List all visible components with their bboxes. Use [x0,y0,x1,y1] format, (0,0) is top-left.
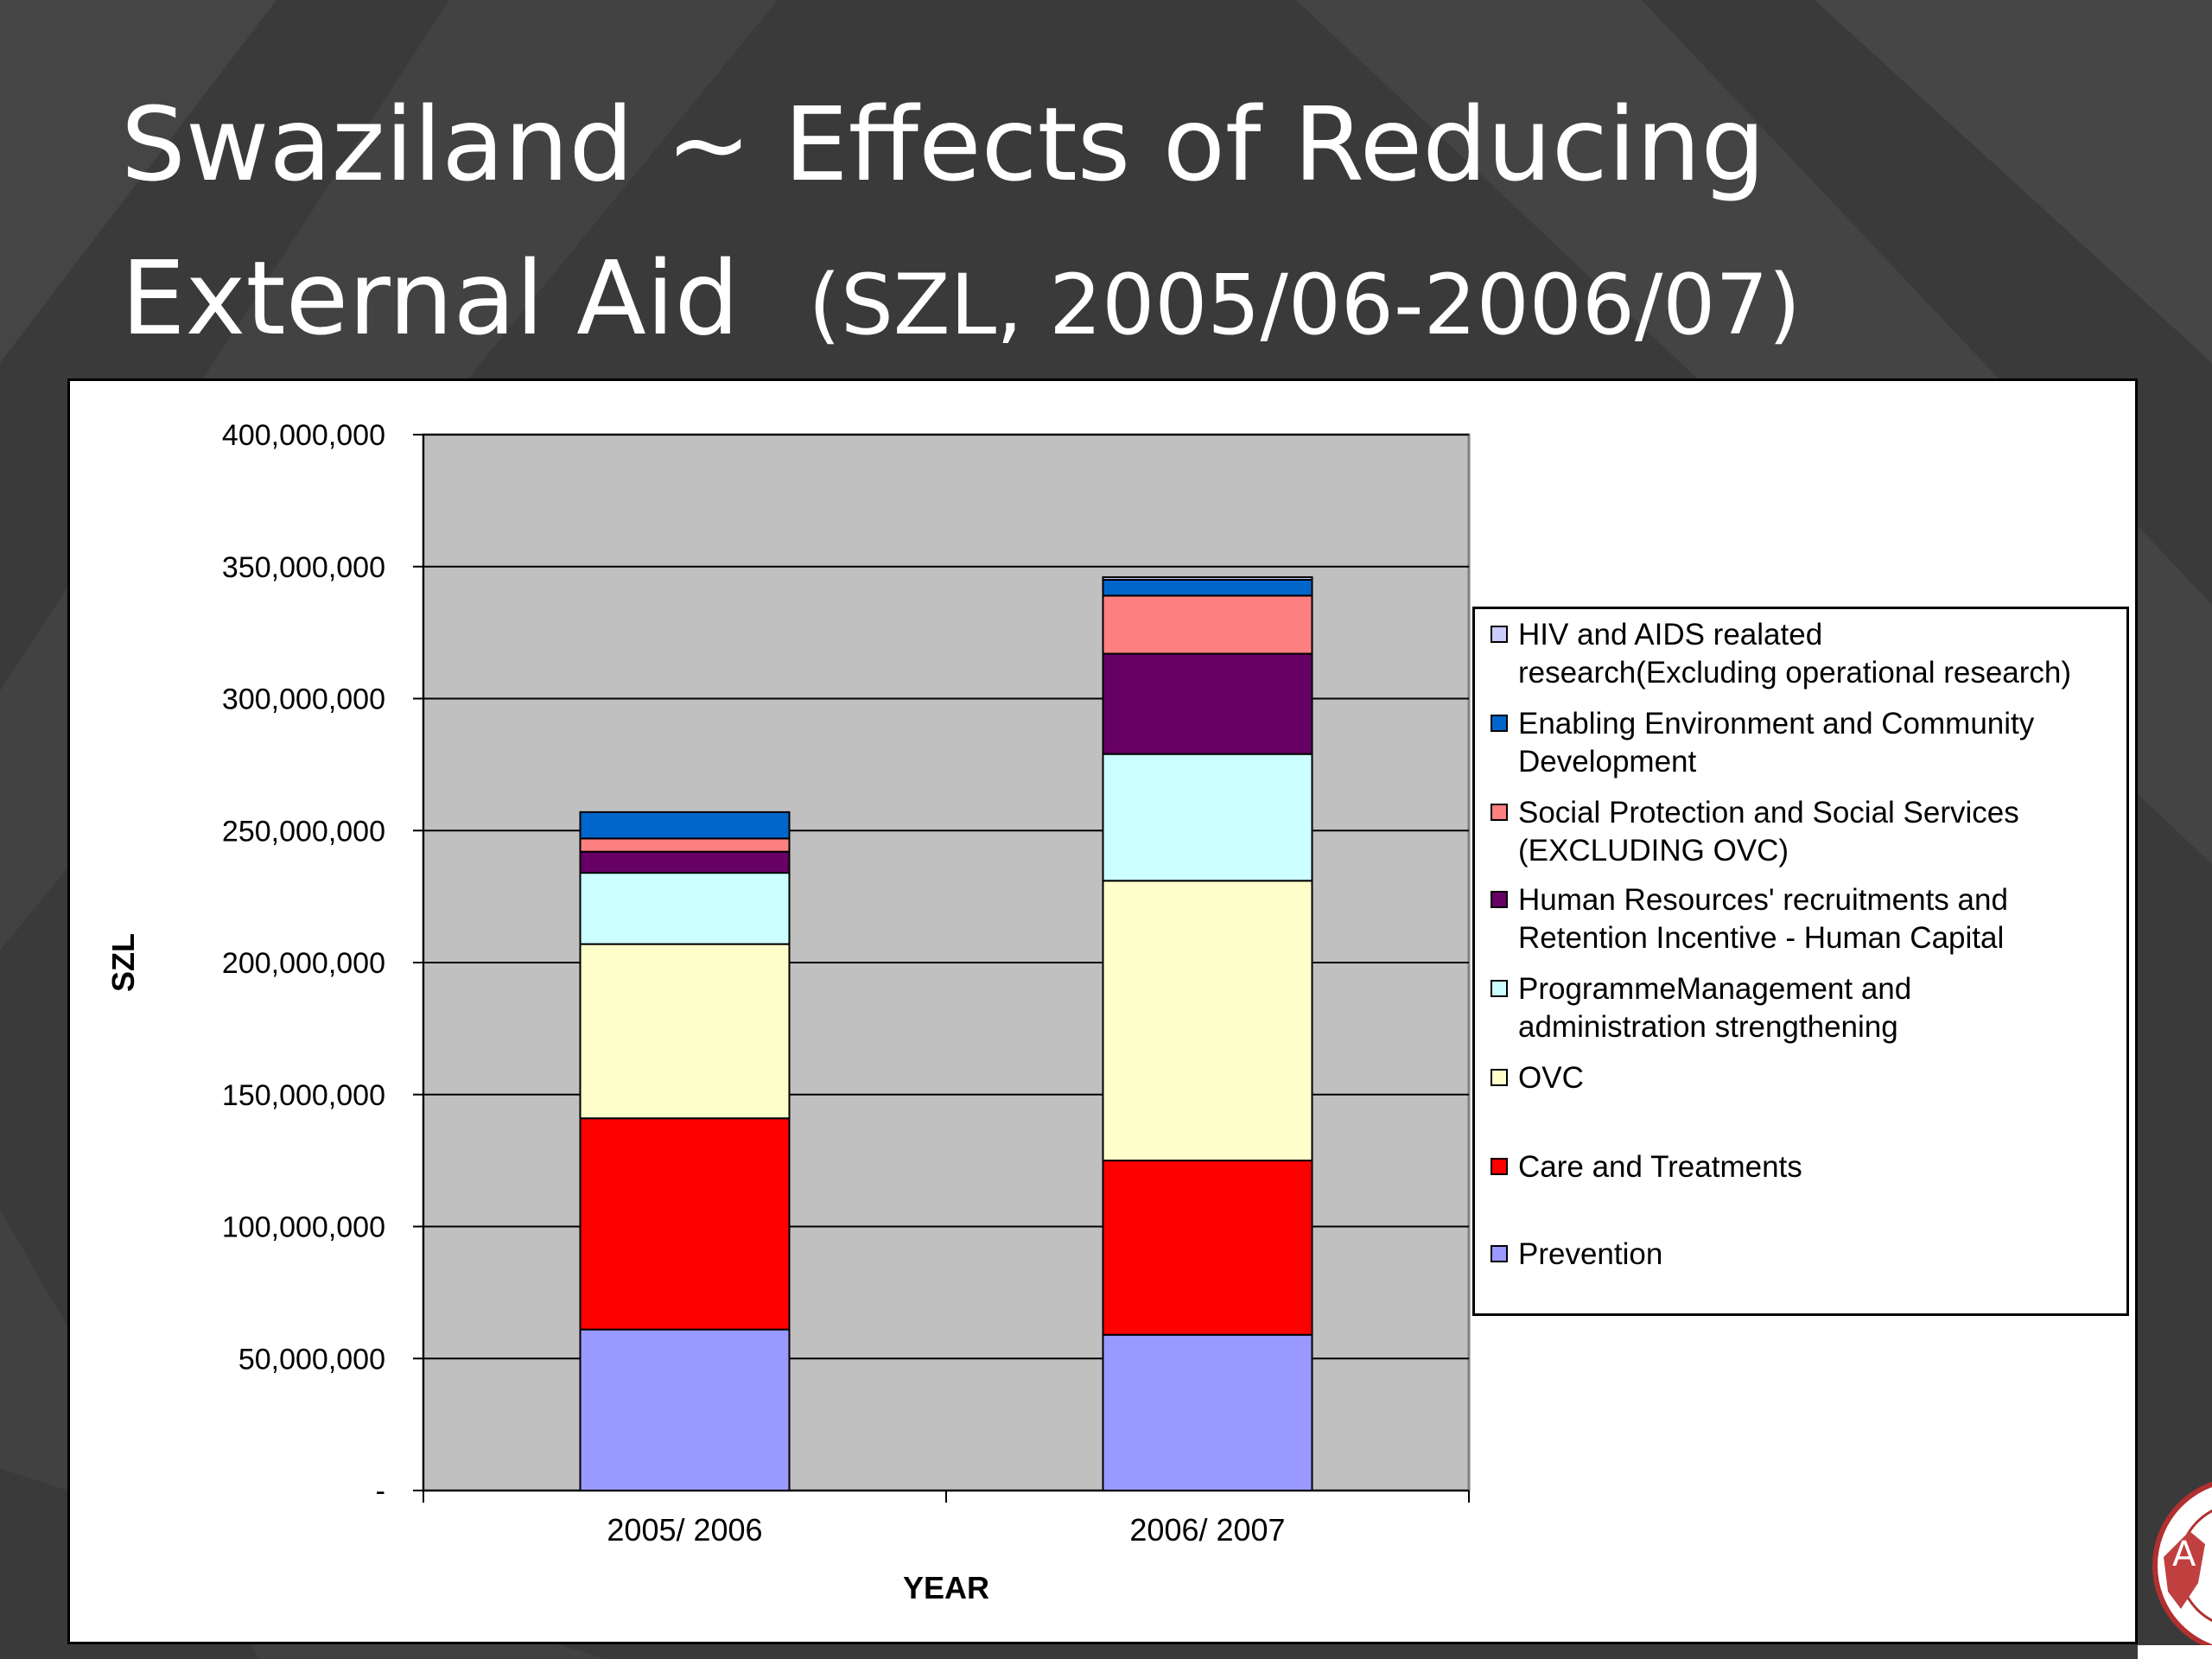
y-tick-label: 150,000,000 [222,1079,385,1112]
bar-segment [1102,880,1313,1162]
y-tick-label: 400,000,000 [222,419,385,452]
bar-segment [579,943,791,1120]
bar-segment [1102,753,1313,882]
svg-text:A: A [2172,1535,2196,1574]
slide-title-line2: External Aid [121,238,740,358]
legend-item: ProgrammeManagement and administration s… [1491,970,2126,1046]
bar-segment [579,872,791,945]
bar-segment [579,1117,791,1331]
legend-swatch [1491,1245,1508,1262]
legend-swatch [1491,980,1508,997]
y-tick-label: 250,000,000 [222,815,385,848]
y-axis-label: SZL [105,933,141,992]
y-tick-label: 200,000,000 [222,947,385,980]
legend-swatch [1491,626,1508,643]
legend-label: HIV and AIDS realated research(Excluding… [1518,618,2072,690]
bar-segment [579,837,791,853]
legend-item: Enabling Environment and Community Devel… [1491,705,2126,781]
legend-label: Care and Treatments [1518,1150,1802,1184]
bar-segment [579,810,791,840]
legend-item: Human Resources' recruitments and Retent… [1491,881,2126,957]
legend-item: OVC [1491,1059,2126,1097]
bar-segment [1102,1333,1313,1491]
bar-segment [1102,579,1313,597]
y-tick-label: 350,000,000 [222,551,385,584]
legend-swatch [1491,804,1508,821]
legend-label: Prevention [1518,1237,1663,1271]
bar-segment [579,850,791,874]
slide-title-subtitle: (SZL, 2005/06-2006/07) [808,257,1801,353]
x-tick-label: 2005/ 2006 [607,1512,762,1548]
legend-label: OVC [1518,1061,1584,1095]
x-tick-label: 2006/ 2007 [1129,1512,1285,1548]
legend-item: Prevention [1491,1236,2126,1274]
chart-frame: - 50,000,000 100,000,000 150,000,000 200,000… [67,378,2138,1644]
legend-item: HIV and AIDS realated research(Excluding… [1491,616,2126,692]
legend-label: Human Resources' recruitments and Retent… [1518,883,2008,955]
y-tick-label: 50,000,000 [238,1343,385,1376]
slide-title-line1: Swaziland ~ Effects of Reducing [121,85,1766,204]
bar-segment [1102,652,1313,755]
legend-item: Care and Treatments [1491,1148,2126,1186]
stacked-bar-chart: - 50,000,000 100,000,000 150,000,000 200,000… [105,419,1471,1605]
bar-segment [1102,1160,1313,1336]
bar-segment [579,1328,791,1492]
legend-swatch [1491,891,1508,908]
legend-item: Social Protection and Social Services (E… [1491,794,2126,870]
legend-swatch [1491,1069,1508,1086]
chart-legend: HIV and AIDS realated research(Excluding… [1472,607,2129,1316]
organization-seal-logo: A [2138,1481,2212,1659]
legend-label: Enabling Environment and Community Devel… [1518,707,2035,779]
y-tick-label: 100,000,000 [222,1211,385,1244]
y-tick-label: - [376,1475,385,1508]
legend-label: Social Protection and Social Services (E… [1518,796,2019,868]
legend-label: ProgrammeManagement and administration s… [1518,972,1912,1044]
y-tick-label: 300,000,000 [222,683,385,716]
legend-swatch [1491,1158,1508,1175]
bar-segment [1102,594,1313,655]
legend-swatch [1491,715,1508,732]
bar-segment [1102,575,1313,582]
x-axis-label: YEAR [903,1570,989,1605]
slide-title: Swaziland ~ Effects of Reducing External… [121,67,2108,382]
